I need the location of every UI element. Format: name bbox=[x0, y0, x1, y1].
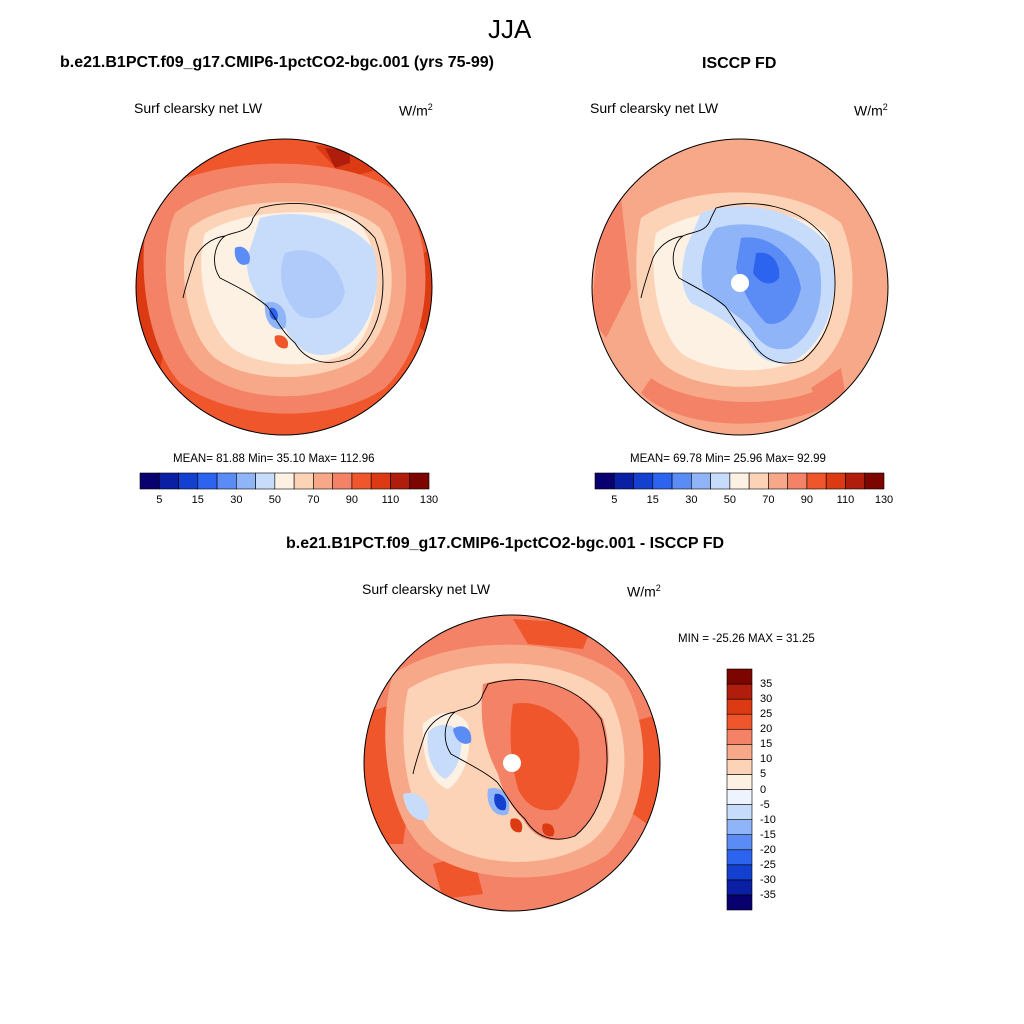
colorbar-tick-label: 10 bbox=[760, 753, 773, 766]
figure-title: JJA bbox=[488, 14, 532, 44]
panel-3-variable: Surf clearsky net LW bbox=[362, 581, 491, 597]
colorbar-swatch bbox=[726, 668, 753, 685]
colorbar-swatch bbox=[370, 472, 391, 490]
colorbar-tick-label: 70 bbox=[307, 494, 320, 506]
colorbar-tick-label: 5 bbox=[760, 768, 767, 781]
colorbar-swatch bbox=[671, 472, 692, 490]
panel-3-colorbar-labels: 35 30 25 20 15 10 5 0 -5 -10 -15 -20 -25 -30 -35 bbox=[760, 669, 800, 910]
panel-2-stats: MEAN= 69.78 Min= 25.96 Max= 92.99 bbox=[630, 453, 826, 465]
colorbar-swatch bbox=[726, 713, 753, 730]
panel-2-variable: Surf clearsky net LW bbox=[590, 100, 719, 116]
colorbar-tick-label: -30 bbox=[760, 873, 776, 886]
colorbar-swatch bbox=[236, 472, 256, 490]
colorbar-tick-label: 25 bbox=[760, 708, 773, 721]
panel-3-colorbar bbox=[726, 668, 753, 911]
colorbar-tick-label: -35 bbox=[760, 888, 776, 901]
colorbar-swatch bbox=[726, 849, 753, 866]
panel-3-title: b.e21.B1PCT.f09_g17.CMIP6-1pctCO2-bgc.00… bbox=[286, 535, 725, 552]
colorbar-tick-label: -15 bbox=[760, 828, 776, 841]
colorbar-swatch bbox=[806, 472, 827, 490]
colorbar-swatch bbox=[139, 472, 160, 490]
panel-2-title: ISCCP FD bbox=[702, 55, 777, 72]
colorbar-swatch bbox=[726, 698, 753, 715]
colorbar-tick-label: -25 bbox=[760, 858, 776, 871]
colorbar-tick-label: 5 bbox=[611, 494, 618, 506]
colorbar-swatch bbox=[255, 472, 276, 490]
colorbar-tick-label: 5 bbox=[156, 494, 163, 506]
colorbar-tick-label: 50 bbox=[723, 494, 736, 506]
panel-1-colorbar bbox=[139, 472, 430, 490]
colorbar-swatch bbox=[691, 472, 711, 490]
colorbar-tick-label: 35 bbox=[760, 678, 773, 691]
colorbar-tick-label: 50 bbox=[268, 494, 281, 506]
colorbar-tick-label: 15 bbox=[191, 494, 204, 506]
colorbar-tick-label: 110 bbox=[836, 494, 855, 506]
colorbar-swatch bbox=[726, 728, 753, 745]
colorbar-swatch bbox=[845, 472, 866, 490]
colorbar-swatch bbox=[351, 472, 372, 490]
colorbar-swatch bbox=[726, 774, 753, 790]
colorbar-tick-label: 70 bbox=[762, 494, 775, 506]
colorbar-tick-label: -20 bbox=[760, 843, 776, 856]
colorbar-tick-label: 30 bbox=[760, 693, 773, 706]
colorbar-swatch bbox=[652, 472, 673, 490]
colorbar-swatch bbox=[787, 472, 808, 490]
colorbar-swatch bbox=[633, 472, 654, 490]
panel-2-units: W/m2 bbox=[854, 102, 888, 119]
colorbar-swatch bbox=[332, 472, 353, 490]
colorbar-tick-label: 130 bbox=[874, 494, 894, 506]
colorbar-swatch bbox=[726, 683, 753, 700]
panel-1-polar-map bbox=[135, 138, 433, 436]
panel-3-units: W/m2 bbox=[627, 583, 661, 600]
colorbar-swatch bbox=[726, 864, 753, 881]
colorbar-swatch bbox=[158, 472, 179, 490]
panel-2-polar-map bbox=[591, 138, 889, 436]
panel-1-stats: MEAN= 81.88 Min= 35.10 Max= 112.96 bbox=[173, 453, 375, 465]
colorbar-tick-label: 0 bbox=[760, 783, 767, 796]
colorbar-swatch bbox=[178, 472, 199, 490]
colorbar-swatch bbox=[293, 472, 314, 490]
colorbar-tick-label: 30 bbox=[230, 494, 243, 506]
panel-1-title: b.e21.B1PCT.f09_g17.CMIP6-1pctCO2-bgc.00… bbox=[60, 54, 494, 71]
colorbar-tick-label: 30 bbox=[685, 494, 698, 506]
panel-2-colorbar bbox=[594, 472, 885, 490]
colorbar-swatch bbox=[726, 759, 753, 775]
colorbar-tick-label: -10 bbox=[760, 813, 776, 826]
colorbar-tick-label: 15 bbox=[760, 738, 773, 751]
colorbar-tick-label: 90 bbox=[800, 494, 814, 506]
colorbar-swatch bbox=[726, 744, 753, 760]
panel-3-polar-map bbox=[363, 614, 661, 912]
colorbar-tick-label: 90 bbox=[345, 494, 359, 506]
colorbar-tick-label: 20 bbox=[760, 723, 773, 736]
panel-1-colorbar-labels: 5 15 30 50 70 90 110 130 bbox=[140, 494, 438, 508]
panel-3-stats: MIN = -25.26 MAX = 31.25 bbox=[678, 633, 815, 645]
colorbar-swatch bbox=[197, 472, 218, 490]
colorbar-swatch bbox=[216, 472, 237, 490]
panel-1-units: W/m2 bbox=[399, 102, 433, 119]
colorbar-swatch bbox=[825, 472, 846, 490]
colorbar-swatch bbox=[768, 472, 788, 490]
colorbar-tick-label: -5 bbox=[760, 798, 770, 811]
colorbar-swatch bbox=[726, 894, 753, 911]
colorbar-swatch bbox=[390, 472, 411, 490]
colorbar-swatch bbox=[594, 472, 615, 490]
colorbar-tick-label: 15 bbox=[646, 494, 659, 506]
colorbar-swatch bbox=[726, 834, 753, 851]
colorbar-swatch bbox=[729, 472, 750, 490]
colorbar-swatch bbox=[726, 819, 753, 835]
colorbar-tick-label: 130 bbox=[419, 494, 439, 506]
colorbar-swatch bbox=[864, 472, 885, 490]
colorbar-swatch bbox=[710, 472, 731, 490]
colorbar-swatch bbox=[274, 472, 295, 490]
colorbar-swatch bbox=[748, 472, 769, 490]
colorbar-swatch bbox=[726, 804, 753, 820]
colorbar-swatch bbox=[613, 472, 634, 490]
colorbar-swatch bbox=[409, 472, 430, 490]
colorbar-swatch bbox=[313, 472, 333, 490]
panel-2-colorbar-labels: 5 15 30 50 70 90 110 130 bbox=[595, 494, 893, 508]
colorbar-swatch bbox=[726, 879, 753, 896]
colorbar-tick-label: 110 bbox=[381, 494, 400, 506]
panel-1-variable: Surf clearsky net LW bbox=[134, 100, 263, 116]
colorbar-swatch bbox=[726, 789, 753, 805]
